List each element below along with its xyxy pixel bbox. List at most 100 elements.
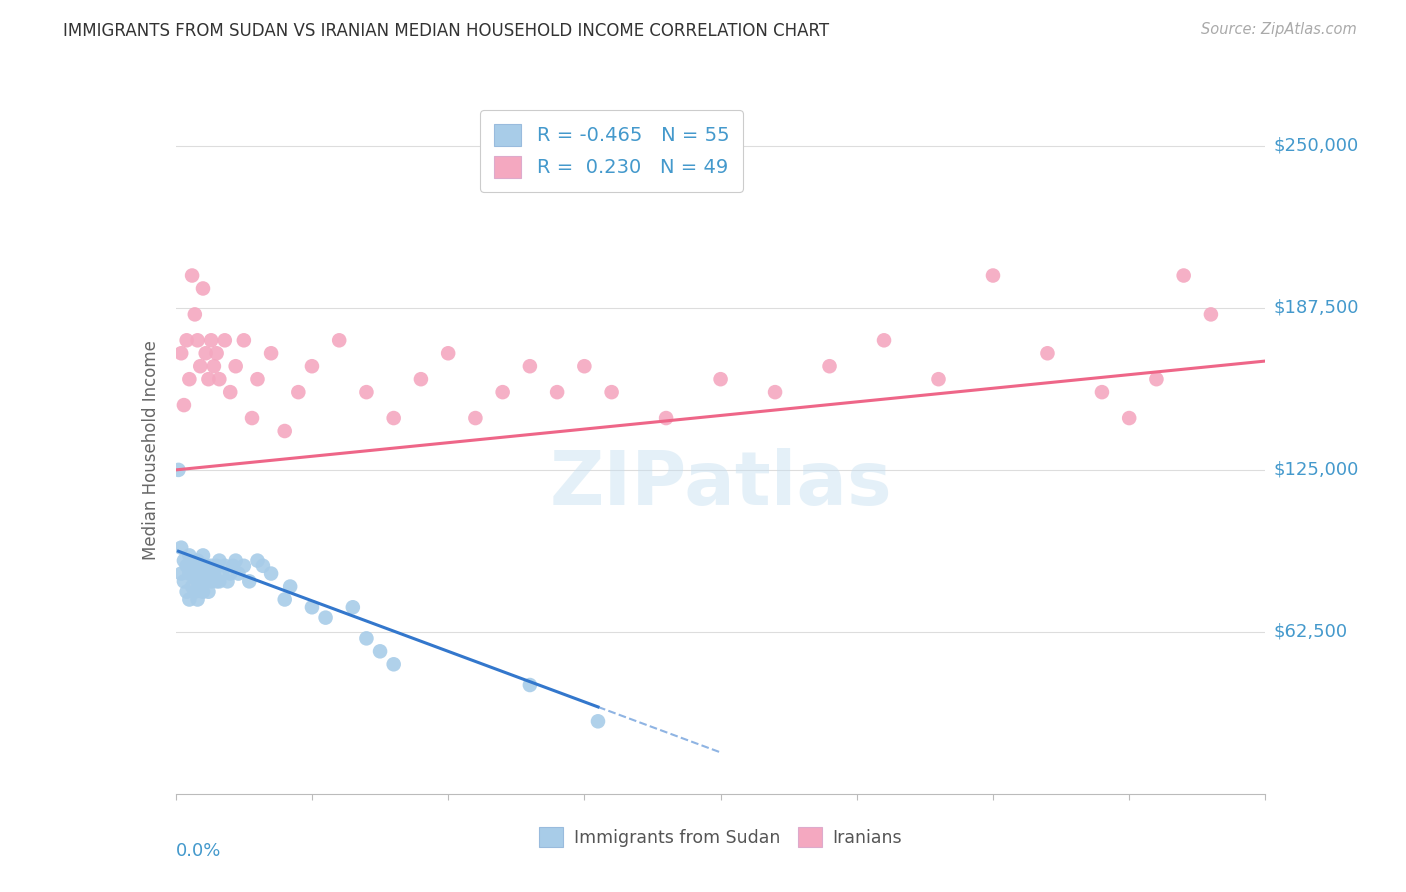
Point — [179, 592, 201, 607]
Point — [186, 553, 209, 567]
Point — [873, 334, 896, 348]
Point — [342, 600, 364, 615]
Point — [287, 385, 309, 400]
Point — [191, 566, 214, 581]
Point — [170, 566, 193, 581]
Point — [167, 463, 190, 477]
Point — [246, 553, 269, 567]
Point — [208, 553, 231, 567]
Point — [519, 359, 541, 374]
Point — [763, 385, 786, 400]
Point — [818, 359, 841, 374]
Point — [188, 359, 211, 374]
Point — [240, 411, 263, 425]
Point — [184, 307, 207, 321]
Point — [222, 558, 245, 573]
Point — [194, 574, 217, 589]
Point — [315, 610, 337, 624]
Point — [278, 580, 301, 594]
Point — [1036, 346, 1059, 360]
Text: $62,500: $62,500 — [1274, 623, 1348, 640]
Point — [176, 584, 198, 599]
Point — [219, 566, 242, 581]
Point — [260, 566, 283, 581]
Point — [194, 558, 217, 573]
Point — [170, 346, 193, 360]
Point — [246, 372, 269, 386]
Point — [186, 592, 209, 607]
Point — [208, 574, 231, 589]
Point — [464, 411, 486, 425]
Point — [546, 385, 568, 400]
Point — [173, 553, 195, 567]
Point — [710, 372, 733, 386]
Point — [274, 592, 297, 607]
Point — [260, 346, 283, 360]
Point — [179, 549, 201, 563]
Point — [1173, 268, 1195, 283]
Point — [225, 359, 247, 374]
Point — [186, 334, 209, 348]
Point — [232, 558, 254, 573]
Point — [202, 566, 225, 581]
Point — [188, 558, 211, 573]
Point — [188, 580, 211, 594]
Point — [200, 558, 222, 573]
Point — [981, 268, 1004, 283]
Point — [197, 372, 219, 386]
Point — [214, 558, 236, 573]
Point — [225, 553, 247, 567]
Point — [217, 574, 239, 589]
Point — [301, 359, 323, 374]
Point — [205, 558, 228, 573]
Point — [1199, 307, 1222, 321]
Point — [600, 385, 623, 400]
Point — [437, 346, 460, 360]
Point — [1118, 411, 1140, 425]
Point — [208, 372, 231, 386]
Point — [184, 566, 207, 581]
Point — [176, 558, 198, 573]
Legend: Immigrants from Sudan, Iranians: Immigrants from Sudan, Iranians — [533, 820, 908, 854]
Text: Source: ZipAtlas.com: Source: ZipAtlas.com — [1201, 22, 1357, 37]
Point — [181, 580, 204, 594]
Point — [382, 411, 405, 425]
Point — [328, 334, 350, 348]
Point — [179, 372, 201, 386]
Point — [179, 566, 201, 581]
Point — [382, 657, 405, 672]
Point — [228, 566, 250, 581]
Point — [181, 558, 204, 573]
Point — [176, 334, 198, 348]
Point — [191, 584, 214, 599]
Point — [186, 574, 209, 589]
Point — [586, 714, 609, 729]
Point — [219, 385, 242, 400]
Point — [238, 574, 260, 589]
Point — [655, 411, 678, 425]
Text: IMMIGRANTS FROM SUDAN VS IRANIAN MEDIAN HOUSEHOLD INCOME CORRELATION CHART: IMMIGRANTS FROM SUDAN VS IRANIAN MEDIAN … — [63, 22, 830, 40]
Point — [211, 566, 233, 581]
Point — [184, 584, 207, 599]
Point — [191, 549, 214, 563]
Text: ZIPatlas: ZIPatlas — [550, 449, 891, 521]
Point — [1091, 385, 1114, 400]
Point — [194, 346, 217, 360]
Point — [301, 600, 323, 615]
Point — [519, 678, 541, 692]
Point — [574, 359, 596, 374]
Point — [197, 584, 219, 599]
Point — [173, 574, 195, 589]
Point — [368, 644, 391, 658]
Point — [274, 424, 297, 438]
Point — [173, 398, 195, 412]
Point — [356, 385, 378, 400]
Y-axis label: Median Household Income: Median Household Income — [142, 341, 160, 560]
Point — [356, 632, 378, 646]
Point — [197, 566, 219, 581]
Point — [200, 334, 222, 348]
Point — [191, 281, 214, 295]
Point — [214, 334, 236, 348]
Point — [232, 334, 254, 348]
Point — [170, 541, 193, 555]
